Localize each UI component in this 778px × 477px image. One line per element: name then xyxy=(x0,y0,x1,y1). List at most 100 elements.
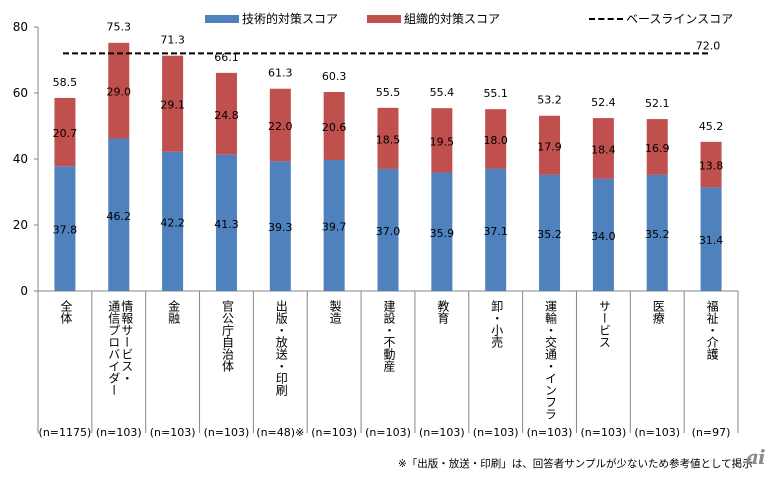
category-label: 金融 xyxy=(166,300,181,324)
legend-label-tech: 技術的対策スコア xyxy=(242,12,339,26)
y-tick-label: 60 xyxy=(13,86,28,100)
category-label: 福祉・介護 xyxy=(704,300,720,360)
sample-size-label: (n=103) xyxy=(365,426,411,439)
data-label-technical: 39.3 xyxy=(268,221,293,234)
bar-technical xyxy=(215,154,237,291)
category-label: 製造 xyxy=(327,300,343,324)
bar-technical xyxy=(431,172,453,291)
data-label-organizational: 18.0 xyxy=(483,134,508,147)
data-label-organizational: 18.5 xyxy=(376,133,401,146)
data-label-total: 52.1 xyxy=(645,97,670,110)
legend-swatch-baseline xyxy=(589,17,623,20)
bar-organizational xyxy=(377,107,399,169)
category-label-line: 運輸・交通・インフラ xyxy=(543,300,558,420)
bar-technical xyxy=(377,168,399,291)
legend-swatch-org xyxy=(367,14,401,23)
data-label-total: 61.3 xyxy=(268,67,293,80)
bar-organizational xyxy=(539,115,561,175)
category-label: 建設・不動産 xyxy=(381,300,396,372)
category-label: 情報サービス・ 通信プロバイダー xyxy=(105,300,134,396)
y-tick-label: 80 xyxy=(13,20,28,34)
legend-item-org: 組織的対策スコア xyxy=(367,10,500,27)
category-label: 教育 xyxy=(435,300,450,324)
legend-label-org: 組織的対策スコア xyxy=(404,12,501,26)
data-label-technical: 35.2 xyxy=(645,228,670,241)
data-label-technical: 42.2 xyxy=(160,216,185,229)
bar-technical xyxy=(108,138,130,291)
data-label-technical: 37.1 xyxy=(483,225,508,238)
y-tick-label: 0 xyxy=(20,284,28,298)
category-label-line: 情報サービス・ xyxy=(119,300,134,384)
bar-organizational xyxy=(162,55,184,152)
bars xyxy=(54,42,722,291)
category-label: 官公庁自治体 xyxy=(219,300,234,372)
data-label-organizational: 17.9 xyxy=(537,140,562,153)
bar-technical xyxy=(592,178,614,291)
data-label-organizational: 20.7 xyxy=(53,127,78,140)
data-label-technical: 37.8 xyxy=(53,224,78,237)
data-label-organizational: 18.4 xyxy=(591,143,616,156)
data-label-technical: 46.2 xyxy=(107,210,132,223)
legend-label-baseline: ベースラインスコア xyxy=(626,12,734,26)
bar-technical xyxy=(162,151,184,291)
data-label-total: 71.3 xyxy=(160,34,185,47)
data-label-technical: 34.0 xyxy=(591,230,616,243)
sample-size-label: (n=103) xyxy=(634,426,681,439)
bar-organizational xyxy=(592,118,614,179)
bar-technical xyxy=(700,187,722,291)
data-label-organizational: 24.8 xyxy=(214,109,239,122)
legend-swatch-tech xyxy=(205,14,239,23)
legend-item-baseline: ベースラインスコア xyxy=(589,10,733,27)
sample-size-label: (n=97) xyxy=(691,426,731,439)
data-label-total: 55.4 xyxy=(430,86,455,99)
category-label: 全体 xyxy=(58,300,73,324)
data-label-technical: 41.3 xyxy=(214,218,239,231)
bar-organizational xyxy=(646,119,668,175)
bar-organizational xyxy=(323,92,345,160)
data-label-total: 45.2 xyxy=(699,120,724,133)
bar-technical xyxy=(646,174,668,291)
category-label-line: 卸・小売 xyxy=(489,300,504,348)
data-label-organizational: 22.0 xyxy=(268,120,293,133)
category-label-line: 製造 xyxy=(328,300,343,324)
bar-organizational xyxy=(700,141,722,188)
data-label-total: 58.5 xyxy=(53,76,78,89)
category-label-line: 教育 xyxy=(435,300,450,324)
category-label-line: 金融 xyxy=(166,300,181,324)
sample-size-label: (n=103) xyxy=(526,426,573,439)
bar-technical xyxy=(269,161,291,291)
category-label: サービス xyxy=(596,300,611,348)
data-label-technical: 31.4 xyxy=(699,234,724,247)
category-label-line: 福祉・介護 xyxy=(705,300,720,360)
bar-technical xyxy=(485,168,507,291)
sample-size-label: (n=103) xyxy=(203,426,250,439)
sample-size-label: (n=48)※ xyxy=(256,426,305,439)
data-label-total: 75.3 xyxy=(107,21,132,34)
category-label: 運輸・交通・インフラ xyxy=(543,300,558,420)
data-labels: 37.8 20.7 58.5 46.2 29.0 75.3 42.2 29.1 71.3 41.3… xyxy=(53,21,724,248)
data-label-technical: 37.0 xyxy=(376,225,401,238)
bar-organizational xyxy=(215,72,237,155)
legend-item-tech: 技術的対策スコア xyxy=(205,10,338,27)
data-label-total: 52.4 xyxy=(591,96,616,109)
footnote: ※「出版・放送・印刷」は、回答者サンプルが少ないため参考値として掲示 xyxy=(398,458,753,470)
data-label-total: 55.1 xyxy=(483,87,508,100)
sample-size-label: (n=1175) xyxy=(38,426,92,439)
bar-technical xyxy=(323,159,345,291)
category-label: 卸・小売 xyxy=(489,300,504,348)
category-label: 出版・放送・印刷 xyxy=(273,300,289,396)
baseline: 72.0 xyxy=(63,39,720,55)
data-label-organizational: 20.6 xyxy=(322,121,347,134)
data-label-organizational: 29.0 xyxy=(107,86,132,99)
bar-organizational xyxy=(269,88,291,162)
category-label-line: 出版・放送・印刷 xyxy=(274,300,289,396)
data-label-technical: 35.9 xyxy=(430,227,455,240)
category-label-line: 建設・不動産 xyxy=(382,300,396,372)
ai-logo: ai xyxy=(746,445,766,469)
data-label-technical: 35.2 xyxy=(537,228,562,241)
category-label-line: 医療 xyxy=(651,300,666,324)
data-label-total: 55.5 xyxy=(376,86,401,99)
bar-organizational xyxy=(108,42,130,139)
data-label-organizational: 19.5 xyxy=(430,135,455,148)
